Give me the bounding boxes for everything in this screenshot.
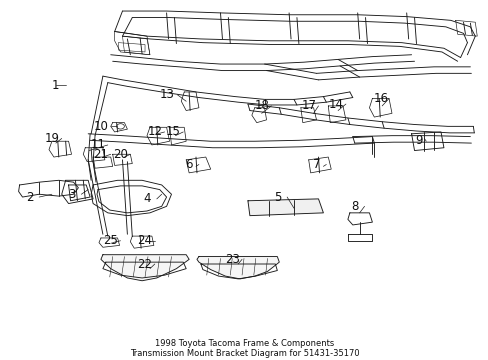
Text: 17: 17 [301, 99, 316, 112]
Polygon shape [247, 199, 323, 216]
Text: 13: 13 [160, 88, 175, 101]
Polygon shape [197, 257, 279, 279]
Text: 8: 8 [350, 200, 358, 213]
Text: 2: 2 [25, 190, 33, 203]
Text: 11: 11 [90, 139, 105, 152]
Text: 5: 5 [273, 190, 281, 203]
Text: 16: 16 [373, 92, 388, 105]
Text: 9: 9 [415, 134, 422, 147]
Text: 12: 12 [147, 125, 162, 139]
Text: 20: 20 [113, 148, 128, 161]
Text: 3: 3 [68, 188, 75, 201]
Polygon shape [101, 255, 189, 281]
Text: 1: 1 [52, 79, 60, 92]
Text: 14: 14 [328, 98, 343, 111]
Text: 4: 4 [143, 192, 150, 206]
Text: 23: 23 [224, 253, 239, 266]
Text: 15: 15 [165, 125, 181, 139]
Text: 18: 18 [254, 99, 268, 112]
Text: 25: 25 [103, 234, 118, 247]
Text: 6: 6 [185, 158, 192, 171]
Text: 7: 7 [312, 158, 320, 171]
Text: 24: 24 [137, 234, 152, 247]
Text: 19: 19 [44, 132, 60, 145]
Text: 10: 10 [93, 120, 108, 133]
Text: 22: 22 [137, 257, 152, 270]
Text: 21: 21 [93, 148, 108, 161]
Text: 1998 Toyota Tacoma Frame & Components
Transmission Mount Bracket Diagram for 514: 1998 Toyota Tacoma Frame & Components Tr… [129, 339, 359, 358]
